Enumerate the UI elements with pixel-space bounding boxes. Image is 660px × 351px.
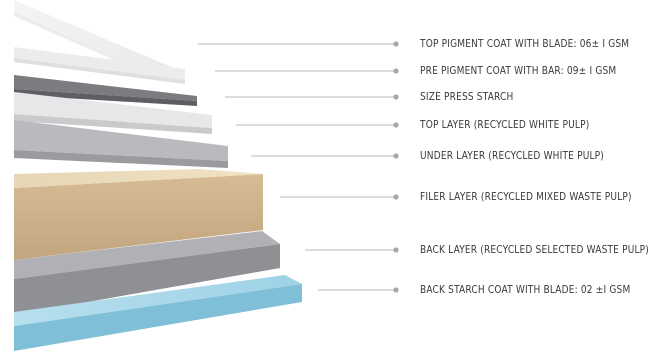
paper-layer-4 bbox=[14, 92, 212, 134]
layer-label-8: BACK STARCH COAT WITH BLADE: 02 ±I GSM bbox=[420, 284, 631, 296]
layer-5-top bbox=[14, 120, 228, 161]
layer-3-side bbox=[14, 89, 197, 106]
leader-dot-2 bbox=[393, 68, 399, 74]
layer-label-3: SIZE PRESS STARCH bbox=[420, 91, 514, 103]
layer-7-side bbox=[14, 244, 280, 315]
paper-layer-1 bbox=[14, 0, 183, 82]
leader-dot-7 bbox=[393, 247, 399, 253]
leader-dot-3 bbox=[393, 94, 399, 100]
layer-label-2: PRE PIGMENT COAT WITH BAR: 09± I GSM bbox=[420, 65, 617, 77]
paper-layer-7 bbox=[14, 231, 280, 315]
layer-6-side bbox=[14, 174, 263, 260]
layer-2-side bbox=[14, 58, 185, 84]
layer-7-top bbox=[14, 231, 280, 279]
paper-layer-3 bbox=[14, 75, 197, 106]
leader-dot-1 bbox=[393, 41, 399, 47]
paper-layer-5 bbox=[14, 120, 228, 168]
layer-1-top bbox=[14, 0, 183, 78]
layer-label-6: FILER LAYER (RECYCLED MIXED WASTE PULP) bbox=[420, 191, 632, 203]
layer-label-4: TOP LAYER (RECYCLED WHITE PULP) bbox=[420, 119, 590, 131]
paper-layer-8 bbox=[14, 275, 302, 351]
layer-2-top bbox=[14, 47, 185, 80]
layer-label-7: BACK LAYER (RECYCLED SELECTED WASTE PULP… bbox=[420, 244, 650, 256]
leader-dot-6 bbox=[393, 194, 399, 200]
layer-5-side bbox=[14, 150, 228, 168]
layer-4-side bbox=[14, 114, 212, 134]
leader-dot-4 bbox=[393, 122, 399, 128]
layer-8-side bbox=[14, 284, 302, 351]
leader-dot-5 bbox=[393, 153, 399, 159]
layer-6-top bbox=[14, 169, 263, 188]
paper-layer-2 bbox=[14, 47, 185, 84]
leader-dot-8 bbox=[393, 287, 399, 293]
layer-8-top bbox=[14, 275, 302, 326]
layer-4-top bbox=[14, 92, 212, 128]
layer-label-5: UNDER LAYER (RECYCLED WHITE PULP) bbox=[420, 150, 604, 162]
layer-label-1: TOP PIGMENT COAT WITH BLADE: 06± I GSM bbox=[420, 38, 630, 50]
paper-layer-6 bbox=[14, 169, 263, 260]
layer-3-top bbox=[14, 75, 197, 101]
